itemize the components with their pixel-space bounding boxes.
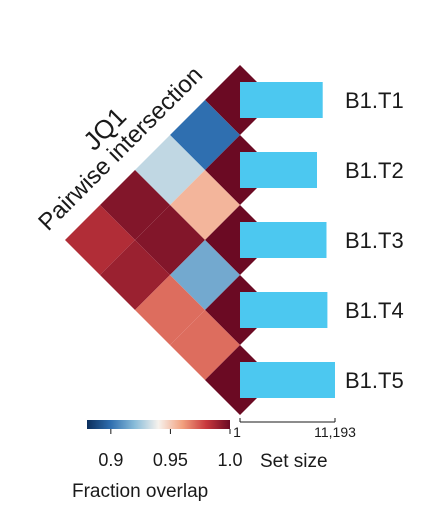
set-label-B1.T1: B1.T1	[345, 88, 404, 113]
colorbar-tick-label: 0.95	[153, 450, 188, 470]
set-labels: B1.T1 B1.T2 B1.T3 B1.T4 B1.T5	[345, 88, 404, 393]
colorbar	[87, 420, 230, 429]
set-size-bar-B1.T1	[240, 82, 323, 118]
set-size-min-label: 1	[233, 424, 241, 440]
set-label-B1.T4: B1.T4	[345, 298, 404, 323]
set-size-bar-B1.T5	[240, 362, 335, 398]
set-size-bar-B1.T4	[240, 292, 328, 328]
colorbar-tick-label: 1.0	[217, 450, 242, 470]
colorbar-ticks: 0.9 0.95 1.0	[98, 429, 243, 470]
heatmap-cells	[65, 65, 275, 415]
set-size-bars	[240, 82, 335, 398]
set-label-B1.T2: B1.T2	[345, 158, 404, 183]
colorbar-label: Fraction overlap	[72, 481, 208, 502]
set-label-B1.T3: B1.T3	[345, 228, 404, 253]
set-size-bar-B1.T3	[240, 222, 327, 258]
colorbar-tick-label: 0.9	[98, 450, 123, 470]
set-size-max-label: 11,193	[314, 424, 356, 440]
set-label-B1.T5: B1.T5	[345, 368, 404, 393]
set-size-bar-B1.T2	[240, 152, 317, 188]
set-size-axis-label: Set size	[260, 451, 328, 472]
